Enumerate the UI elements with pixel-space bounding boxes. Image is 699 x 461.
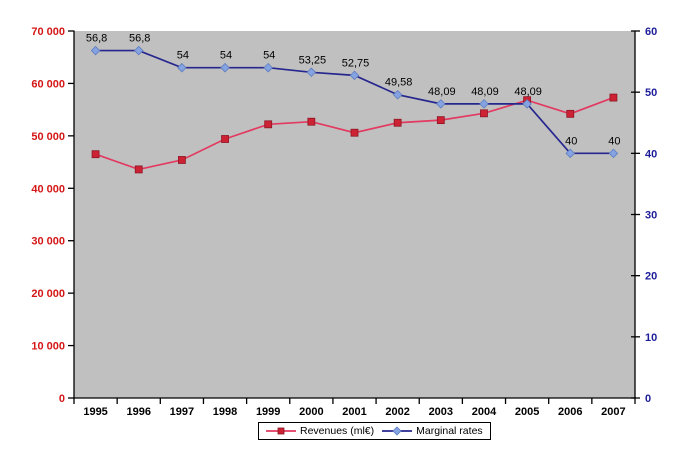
marginal-rates-point-2007[interactable] [608, 148, 619, 159]
marginal-rates-point-2002[interactable] [392, 89, 403, 100]
revenues-legend-marker-icon [266, 427, 296, 435]
right-axis-tick-label: 10 [645, 332, 657, 344]
data-label-2005: 48,09 [514, 86, 542, 98]
left-axis-tick-label: 20 000 [31, 288, 65, 300]
data-label-2000: 53,25 [299, 54, 327, 66]
revenues-point-2000[interactable] [307, 117, 316, 126]
data-label-1995: 56,8 [86, 33, 107, 45]
x-axis-label-2006: 2006 [558, 406, 582, 418]
data-label-2006: 40 [565, 135, 577, 147]
legend-item-marginal-rates[interactable]: Marginal rates [382, 425, 483, 437]
x-axis-label-1997: 1997 [170, 406, 194, 418]
marginal-rates-point-1998[interactable] [220, 62, 230, 73]
right-axis-tick-label: 0 [645, 393, 651, 405]
marginal-rates-point-2004[interactable] [479, 99, 489, 109]
x-axis-label-2005: 2005 [515, 406, 539, 418]
marginal-rates-point-2005[interactable] [522, 99, 532, 109]
revenues-point-1997[interactable] [177, 156, 186, 164]
left-axis-tick-label: 70 000 [31, 26, 65, 38]
data-label-1996: 56,8 [129, 33, 150, 45]
left-axis-tick-label: 40 000 [31, 183, 65, 195]
right-axis-tick-label: 20 [645, 271, 657, 283]
marginal-rates-point-2006[interactable] [565, 148, 576, 159]
data-label-2007: 40 [608, 135, 620, 147]
revenues-point-2001[interactable] [350, 128, 359, 137]
x-axis-label-2001: 2001 [342, 406, 366, 418]
data-label-2001: 52,75 [342, 57, 370, 69]
left-axis-tick-label: 0 [59, 393, 65, 405]
legend-label-revenues: Revenues (ml€) [300, 425, 375, 437]
x-axis-label-1995: 1995 [83, 406, 107, 418]
x-axis-label-1998: 1998 [213, 406, 237, 418]
revenues-point-1998[interactable] [221, 135, 229, 143]
right-axis-tick-label: 40 [645, 148, 657, 160]
data-label-2002: 49,58 [385, 77, 413, 89]
revenues-point-2006[interactable] [566, 109, 575, 118]
x-axis-label-2000: 2000 [299, 406, 323, 418]
marginal-rates-point-1997[interactable] [177, 62, 187, 73]
data-label-2004: 48,09 [471, 86, 499, 98]
left-axis-tick-label: 10 000 [31, 341, 65, 353]
marginal-rates-point-1995[interactable] [90, 45, 101, 56]
legend-item-revenues[interactable]: Revenues (ml€) [266, 425, 374, 437]
revenues-point-2004[interactable] [480, 109, 488, 118]
right-axis-tick-label: 30 [645, 210, 657, 222]
left-axis-tick-label: 60 000 [31, 78, 65, 90]
x-axis-label-2007: 2007 [601, 406, 625, 418]
x-axis-label-1999: 1999 [256, 406, 280, 418]
marginal-rates-point-1999[interactable] [263, 62, 273, 73]
left-axis-tick-label: 50 000 [31, 131, 65, 143]
right-axis-tick-label: 50 [645, 87, 657, 99]
data-label-1998: 54 [220, 50, 232, 62]
marginal-rates-point-1996[interactable] [133, 45, 144, 56]
revenues-point-1999[interactable] [264, 120, 273, 129]
marginal-rates-point-2000[interactable] [306, 67, 317, 78]
marginal-rates-legend-marker-icon [382, 426, 413, 436]
legend-label-marginal-rates: Marginal rates [416, 425, 483, 437]
revenues-point-1996[interactable] [134, 165, 143, 174]
revenues-point-2002[interactable] [393, 118, 402, 127]
marginal-rates-point-2003[interactable] [436, 99, 446, 109]
x-axis-label-1996: 1996 [126, 406, 150, 418]
left-axis-tick-label: 30 000 [31, 236, 65, 248]
x-axis-label-2002: 2002 [385, 406, 409, 418]
x-axis-label-2003: 2003 [429, 406, 453, 418]
marginal-rates-point-2001[interactable] [349, 70, 360, 81]
data-label-1997: 54 [177, 50, 189, 62]
data-label-2003: 48,09 [428, 86, 456, 98]
revenues-point-2003[interactable] [436, 116, 445, 125]
right-axis-tick-label: 60 [645, 26, 657, 38]
x-axis-label-2004: 2004 [472, 406, 497, 418]
revenues-point-2007[interactable] [609, 93, 618, 102]
chart-legend: Revenues (ml€) Marginal rates [258, 422, 491, 440]
data-label-1999: 54 [263, 50, 275, 62]
plot-area [74, 31, 635, 398]
revenues-point-1995[interactable] [91, 150, 100, 159]
